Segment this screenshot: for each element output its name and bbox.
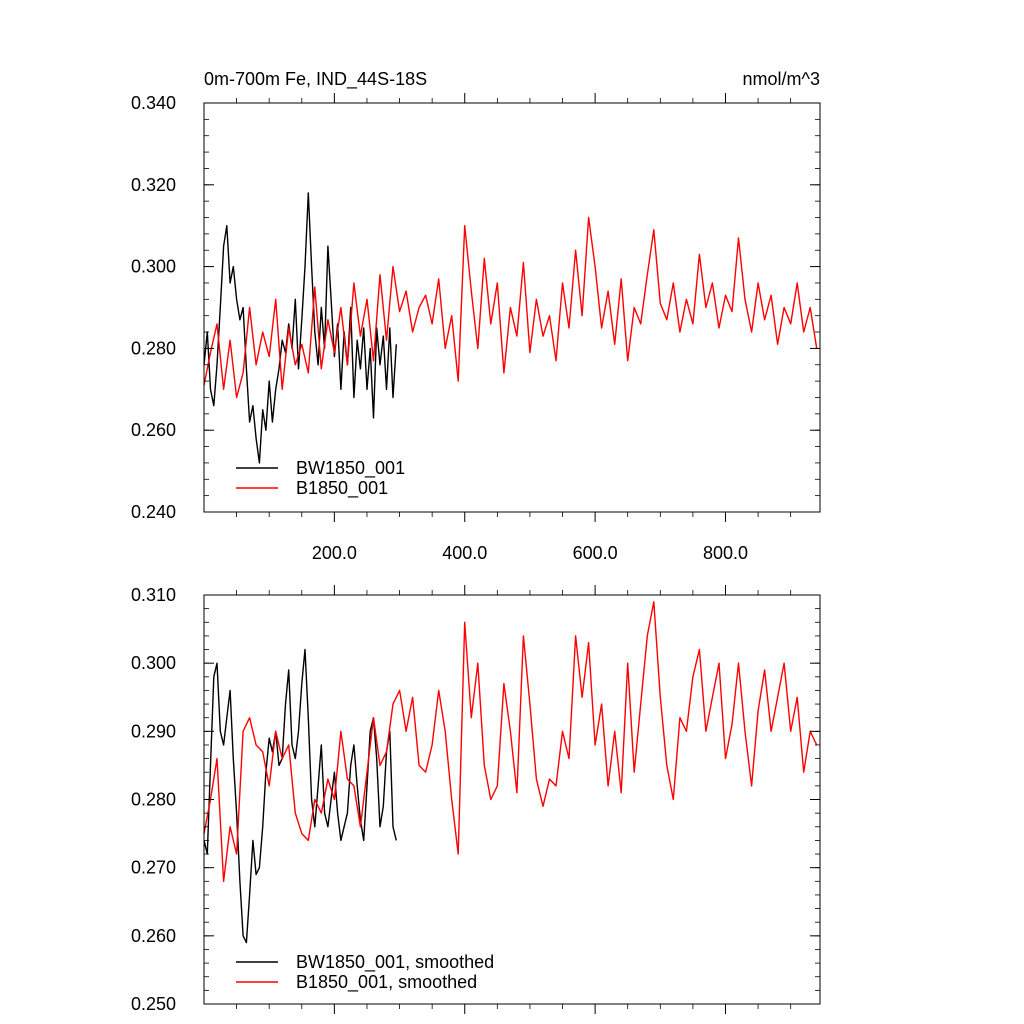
series-line-1-1 [203, 601, 818, 882]
figure-units: nmol/m^3 [743, 69, 820, 89]
y-tick-label-0-1: 0.260 [131, 420, 176, 440]
y-tick-label-1-6: 0.310 [131, 585, 176, 605]
legend-label-0-0: BW1850_001 [296, 458, 405, 479]
y-tick-label-1-2: 0.270 [131, 858, 176, 878]
plot-frame-0 [203, 102, 821, 513]
y-tick-label-0-3: 0.300 [131, 257, 176, 277]
y-tick-label-0-0: 0.240 [131, 502, 176, 522]
figure-title: 0m-700m Fe, IND_44S-18S [204, 69, 427, 90]
y-tick-label-1-4: 0.290 [131, 721, 176, 741]
legend-label-1-1: B1850_001, smoothed [296, 972, 477, 993]
y-tick-label-1-3: 0.280 [131, 790, 176, 810]
series-line-1-0 [203, 648, 397, 944]
y-tick-label-1-0: 0.250 [131, 994, 176, 1014]
y-tick-label-1-5: 0.300 [131, 653, 176, 673]
plot-frame-1 [203, 594, 821, 1005]
x-tick-label-0-3: 800.0 [703, 543, 748, 563]
series-line-0-0 [203, 192, 397, 464]
y-tick-label-0-2: 0.280 [131, 338, 176, 358]
series-line-0-1 [203, 216, 818, 399]
y-tick-label-0-5: 0.340 [131, 93, 176, 113]
x-tick-label-0-1: 400.0 [442, 543, 487, 563]
x-tick-label-0-2: 600.0 [573, 543, 618, 563]
y-tick-label-0-4: 0.320 [131, 175, 176, 195]
y-tick-label-1-1: 0.260 [131, 926, 176, 946]
legend-label-0-1: B1850_001 [296, 478, 388, 499]
top-panel: 0.240 0.260 0.280 0.300 0.320 0.340 200.0 400.0… [131, 93, 821, 563]
x-tick-label-0-0: 200.0 [312, 543, 357, 563]
legend-label-1-0: BW1850_001, smoothed [296, 952, 494, 973]
bottom-panel: 0.250 0.260 0.270 0.280 0.290 0.300 0.310 BW185… [131, 585, 821, 1014]
